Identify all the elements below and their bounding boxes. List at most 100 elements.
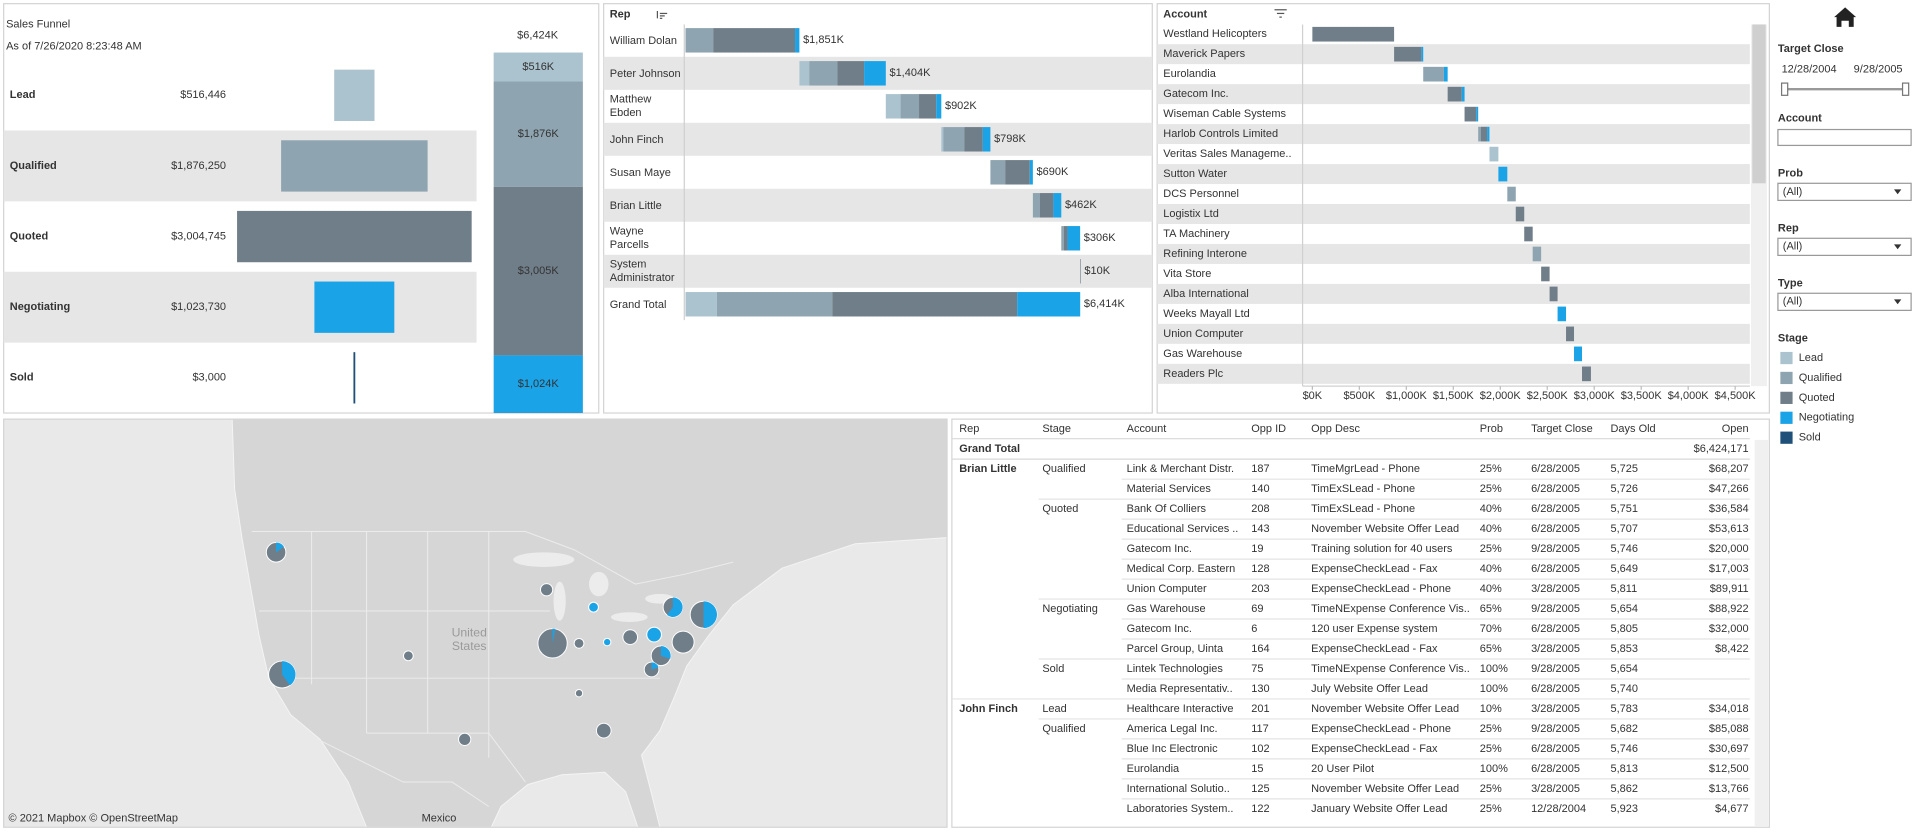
table-cell: 69	[1251, 603, 1263, 615]
table-cell: 3/28/2005	[1531, 583, 1580, 595]
table-cell: Laboratories System..	[1127, 803, 1234, 815]
table-cell: 6/28/2005	[1531, 463, 1580, 475]
rep-bar	[716, 292, 833, 317]
map-marker[interactable]	[671, 630, 695, 654]
x-tick-label: $4,500K	[1715, 390, 1757, 402]
table-cell: ExpenseCheckLead - Fax	[1311, 743, 1438, 755]
rep-bar	[982, 127, 991, 152]
legend-label: Lead	[1799, 352, 1823, 364]
rep-bar	[685, 28, 714, 53]
table-cell: 6/28/2005	[1531, 743, 1580, 755]
row-band	[1157, 164, 1750, 185]
account-bar	[1312, 26, 1395, 42]
map-marker[interactable]	[458, 732, 472, 746]
rep-bar	[1032, 193, 1040, 218]
table-cell: ExpenseCheckLead - Phone	[1311, 583, 1451, 595]
table-cell: 40%	[1480, 563, 1502, 575]
table-cell: Brian Little	[959, 463, 1016, 475]
rep-bar	[713, 28, 796, 53]
table-cell: 5,805	[1611, 623, 1639, 635]
table-cell: Gatecom Inc.	[1127, 623, 1192, 635]
account-bar	[1582, 366, 1591, 382]
legend-label: Sold	[1799, 432, 1821, 444]
legend-label: Qualified	[1799, 372, 1842, 384]
legend-swatch[interactable]	[1780, 351, 1793, 365]
dropdown[interactable]	[1777, 237, 1912, 256]
map-marker[interactable]	[595, 722, 612, 739]
row-band	[1157, 243, 1750, 264]
text-input[interactable]	[1777, 128, 1912, 147]
table-cell: Healthcare Interactive	[1127, 703, 1234, 715]
table-cell: Educational Services ..	[1127, 523, 1239, 535]
sort-icon[interactable]	[656, 10, 668, 19]
marker-wedge	[703, 601, 718, 629]
table-cell: 25%	[1480, 803, 1502, 815]
table-cell: 6/28/2005	[1531, 563, 1580, 575]
map-marker[interactable]	[573, 637, 585, 649]
account-name: Logistix Ltd	[1163, 208, 1219, 220]
table-cell: 102	[1251, 743, 1269, 755]
account-name: Alba International	[1163, 288, 1248, 300]
rep-name: Susan Maye	[609, 165, 671, 178]
map-marker[interactable]	[402, 650, 414, 662]
dropdown-arrow[interactable]	[1894, 189, 1902, 195]
stage-name: Quoted	[10, 230, 48, 242]
slider-handle[interactable]	[1901, 82, 1910, 96]
rep-bar	[1005, 160, 1030, 185]
table-cell: 6/28/2005	[1531, 483, 1580, 495]
account-bar	[1487, 126, 1490, 142]
slider-handle[interactable]	[1780, 82, 1789, 96]
funnel-bar	[334, 69, 375, 121]
table-cell: 120 user Expense system	[1311, 623, 1437, 635]
rep-bar	[809, 61, 838, 86]
table-cell: $17,003	[1709, 563, 1749, 575]
stage-name: Negotiating	[10, 301, 70, 313]
map-marker[interactable]	[539, 583, 554, 597]
column-header: Opp ID	[1251, 423, 1286, 435]
title: Sales Funnel	[6, 18, 70, 30]
home-icon[interactable]	[1834, 7, 1857, 27]
rep-bar	[1053, 193, 1062, 218]
account-name: Harlob Controls Limited	[1163, 128, 1278, 140]
account-bar	[1489, 146, 1499, 162]
dropdown[interactable]	[1777, 182, 1912, 202]
table-cell: 3/28/2005	[1531, 783, 1580, 795]
stack-segment	[493, 81, 583, 187]
rep-bar	[936, 94, 942, 119]
rep-name-box: Matthew Ebden	[610, 93, 652, 119]
table-cell: Gatecom Inc.	[1127, 543, 1192, 555]
legend-swatch[interactable]	[1780, 431, 1793, 444]
dropdown-arrow[interactable]	[1894, 244, 1902, 250]
rep-bar	[900, 94, 920, 119]
legend-swatch[interactable]	[1780, 411, 1793, 424]
table-cell: ExpenseCheckLead - Phone	[1311, 723, 1451, 735]
scroll-thumb[interactable]	[1752, 24, 1766, 184]
dropdown-arrow[interactable]	[1894, 299, 1902, 305]
table-cell: 5,746	[1611, 743, 1639, 755]
table-cell: January Website Offer Lead	[1311, 803, 1447, 815]
account-name: Westland Helicopters	[1163, 28, 1267, 40]
rep-bar	[1067, 226, 1081, 251]
table-cell: 25%	[1480, 743, 1502, 755]
legend-label: Quoted	[1799, 392, 1835, 404]
column-header: Prob	[1480, 423, 1503, 435]
rep-label: $1,851K	[803, 34, 845, 46]
table-cell: 9/28/2005	[1531, 663, 1580, 675]
account-name: Gas Warehouse	[1163, 348, 1242, 360]
table-cell: Negotiating	[1042, 603, 1098, 615]
country-label: United States	[451, 626, 487, 654]
dropdown[interactable]	[1777, 292, 1912, 311]
rep-bar	[1029, 160, 1033, 185]
table-cell: 40%	[1480, 583, 1502, 595]
map-marker[interactable]	[622, 629, 639, 645]
filter-title: Rep	[1778, 222, 1799, 234]
table-cell: Media Representativ..	[1127, 683, 1233, 695]
map-borders	[251, 531, 734, 807]
map-marker[interactable]	[574, 689, 584, 698]
sort-icon[interactable]	[1274, 9, 1287, 18]
account-bar	[1476, 106, 1479, 122]
legend-swatch[interactable]	[1780, 391, 1793, 404]
legend-swatch[interactable]	[1780, 371, 1793, 385]
scrollbar[interactable]	[1754, 439, 1769, 827]
marker-wedge	[282, 661, 296, 686]
